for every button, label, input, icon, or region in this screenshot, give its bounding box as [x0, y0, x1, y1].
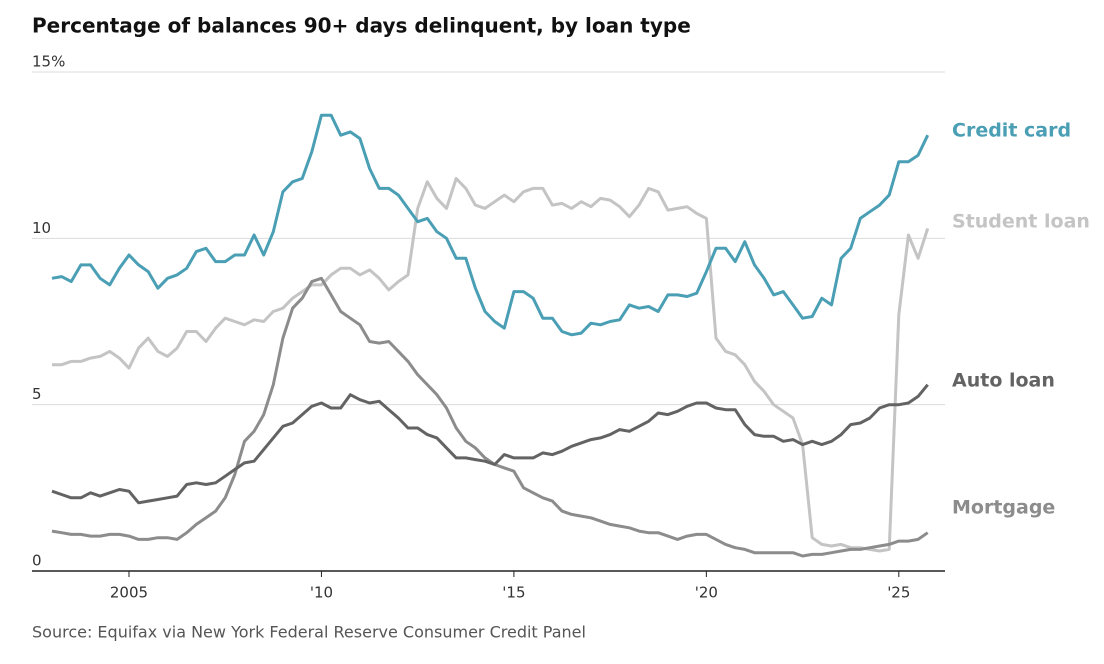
series-line	[51, 383, 929, 505]
x-tick-label: '20	[695, 584, 718, 602]
chart-title: Percentage of balances 90+ days delinque…	[32, 14, 691, 38]
x-tick-label: '10	[310, 584, 333, 602]
x-tick-label: 2005	[110, 584, 148, 602]
series-line	[51, 113, 930, 337]
series-label: Credit card	[952, 120, 1071, 142]
y-tick-label: 0	[32, 552, 42, 570]
series-line	[51, 276, 929, 558]
y-tick-label: 5	[32, 385, 42, 403]
series-line	[52, 177, 930, 553]
y-tick-label: 15%	[32, 53, 65, 71]
y-tick-label: 10	[32, 219, 51, 237]
x-tick-label: '15	[502, 584, 525, 602]
source: Source: Equifax via New York Federal Res…	[32, 623, 586, 642]
series-label: Mortgage	[952, 497, 1055, 519]
series-label: Auto loan	[952, 370, 1055, 392]
x-tick-label: '25	[887, 584, 910, 602]
series-label: Student loan	[952, 211, 1090, 233]
